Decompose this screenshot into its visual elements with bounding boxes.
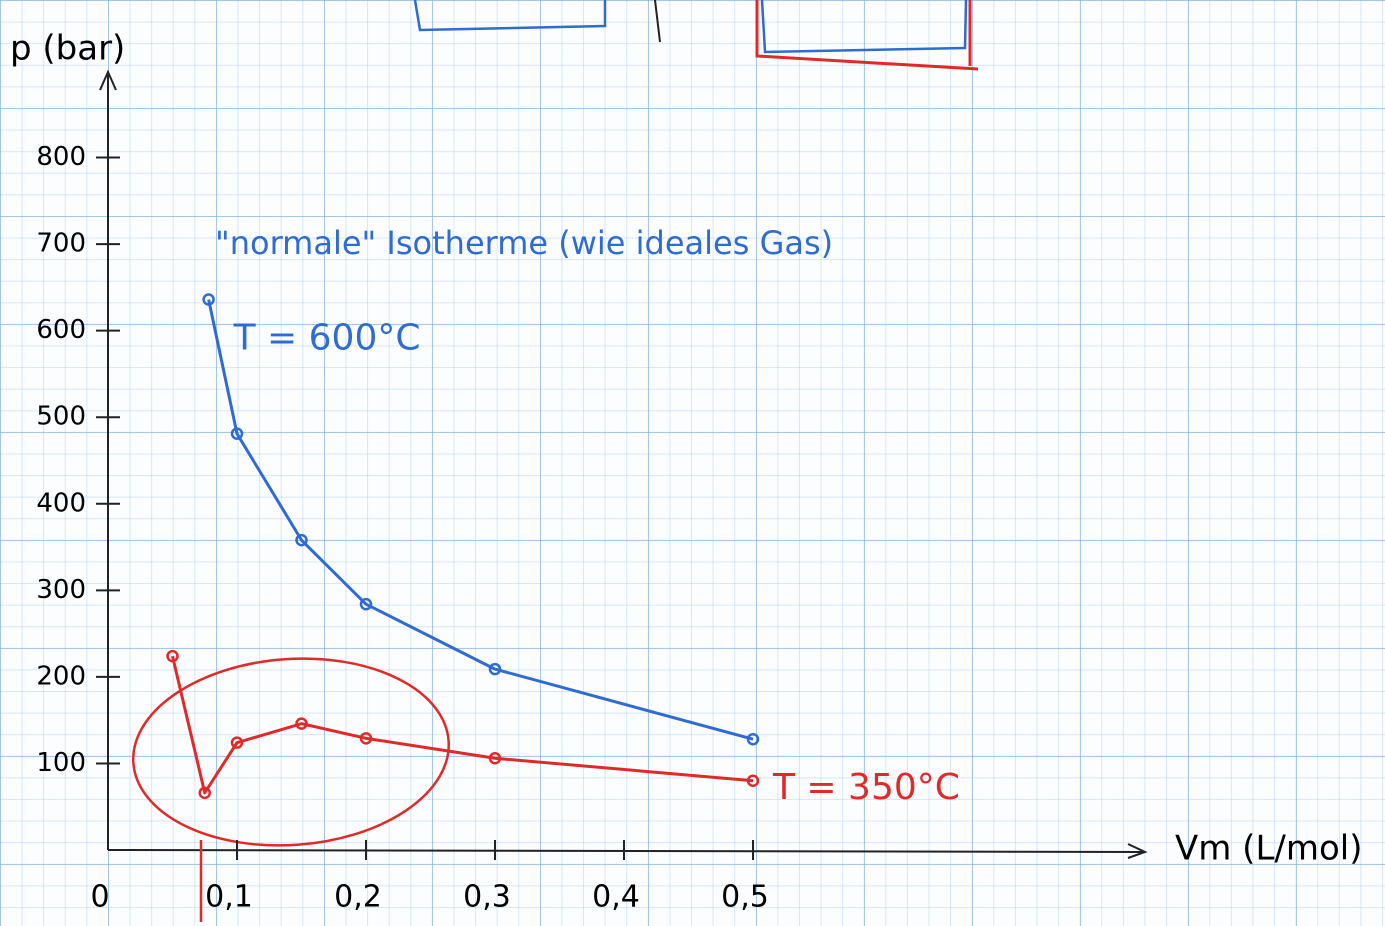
y-tick-label: 200	[36, 661, 86, 691]
x-axis	[108, 850, 1145, 852]
y-tick-label: 100	[36, 748, 86, 778]
sketch-box-red	[757, 0, 978, 69]
y-tick-label: 700	[36, 229, 86, 259]
y-tick-label: 300	[36, 575, 86, 605]
chart: p (bar) Vm (L/mol) "normale" Isotherme (…	[0, 0, 1385, 922]
x-tick-label: 0	[90, 880, 109, 915]
x-axis-label: Vm (L/mol)	[1175, 829, 1362, 869]
annotation: "normale" Isotherme (wie ideales Gas)	[215, 224, 833, 262]
highlight-circle	[127, 648, 455, 856]
y-tick-label: 400	[36, 488, 86, 518]
sketch-box	[415, 0, 605, 30]
series-line	[173, 656, 754, 793]
page: p (bar) Vm (L/mol) "normale" Isotherme (…	[0, 0, 1385, 922]
x-tick-label: 0,4	[592, 880, 640, 915]
series-label: T = 600°C	[233, 318, 421, 359]
y-axis-label: p (bar)	[10, 29, 125, 69]
sketch-bracket	[655, 0, 660, 42]
sketch-box	[762, 0, 966, 52]
x-tick-label: 0,5	[721, 880, 769, 915]
x-tick-label: 0,1	[205, 880, 253, 915]
y-tick-label: 800	[36, 142, 86, 172]
x-tick-label: 0,2	[334, 880, 382, 915]
y-tick-label: 500	[36, 402, 86, 432]
series-label: T = 350°C	[772, 767, 960, 808]
y-tick-label: 600	[36, 315, 86, 345]
x-tick-label: 0,3	[463, 880, 511, 915]
series-line	[209, 300, 753, 740]
